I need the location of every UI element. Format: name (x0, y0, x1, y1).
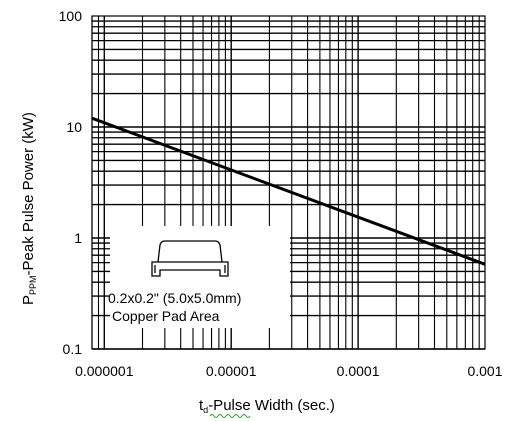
x-axis-title: td-Pulse Width (sec.) (199, 397, 335, 415)
x-tick-label: 0.000001 (75, 363, 134, 379)
x-tick-label: 0.00001 (206, 363, 257, 379)
y-tick-label: 10 (66, 119, 82, 135)
tick-labels: 0.000001 0.00001 0.0001 0.001 0.1 1 10 100 (59, 8, 503, 379)
smd-package-icon (151, 240, 229, 277)
y-tick-label: 100 (59, 8, 83, 24)
x-axis-title-underline (209, 414, 251, 418)
x-tick-label: 0.001 (467, 363, 502, 379)
x-tick-label: 0.0001 (337, 363, 380, 379)
x-axis-title-symbol: t (199, 397, 204, 414)
y-axis-title-symbol: P (20, 295, 37, 305)
x-axis-title-text: -Pulse Width (sec.) (208, 397, 335, 414)
series-group (91, 116, 486, 266)
y-tick-label: 1 (74, 230, 82, 246)
y-tick-label: 0.1 (63, 341, 83, 357)
y-axis-title-subscript: PPM (28, 275, 38, 295)
plot-frame (91, 15, 486, 350)
y-axis-title: PPPM-Peak Pulse Power (kW) (20, 112, 38, 305)
x-axis-title-subscript: d (203, 405, 208, 415)
y-axis-title-text: -Peak Pulse Power (kW) (20, 112, 37, 275)
annotation-line-1: 0.2x0.2" (5.0x5.0mm) (108, 290, 241, 306)
series-line (91, 116, 486, 266)
grid (91, 16, 485, 350)
annotation-line-2: Copper Pad Area (112, 308, 220, 324)
annotation-box (110, 226, 290, 328)
